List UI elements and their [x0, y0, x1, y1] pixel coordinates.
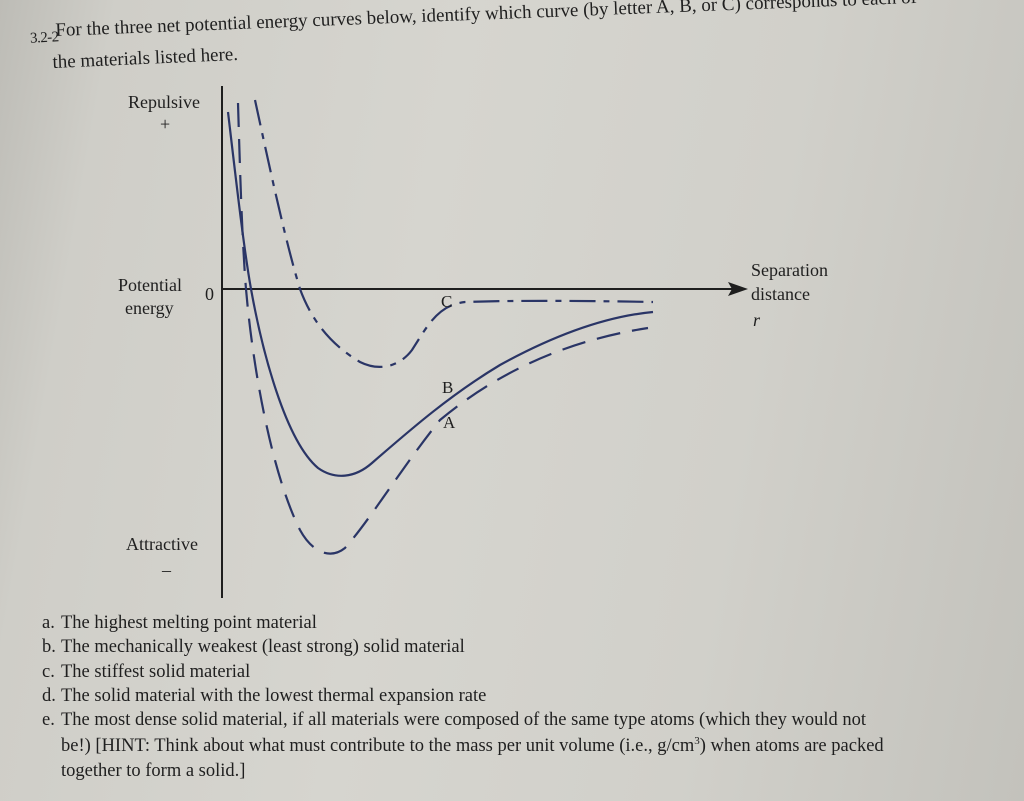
- item-d: d. The solid material with the lowest the…: [42, 686, 486, 707]
- item-text: The highest melting point material: [61, 613, 317, 633]
- item-marker: d.: [42, 686, 56, 706]
- item-marker: b.: [42, 637, 56, 657]
- item-marker: a.: [42, 613, 55, 633]
- attractive-label: Attractive: [126, 534, 198, 554]
- item-text: The solid material with the lowest therm…: [61, 686, 487, 706]
- distance-label: distance: [751, 284, 810, 304]
- curve-c: [253, 99, 654, 368]
- curve-a: [236, 102, 649, 555]
- energy-label: energy: [125, 298, 174, 318]
- repulsive-label: Repulsive: [128, 92, 200, 112]
- item-e-line-3: together to form a solid.]: [61, 761, 245, 782]
- item-a: a. The highest melting point material: [42, 613, 317, 634]
- curve-b: [226, 111, 654, 477]
- item-e: e. The most dense solid material, if all …: [42, 710, 866, 731]
- curve-a-label: A: [443, 413, 456, 432]
- item-text: The mechanically weakest (least strong) …: [61, 637, 465, 657]
- curve-b-label: B: [442, 378, 454, 397]
- item-text-line-1: The most dense solid material, if all ma…: [61, 710, 867, 730]
- item-marker: e.: [42, 710, 55, 730]
- zero-label: 0: [205, 284, 214, 304]
- separation-label: Separation: [751, 260, 828, 280]
- potential-label: Potential: [118, 275, 182, 295]
- r-symbol: r: [753, 310, 761, 330]
- attractive-sign: –: [162, 560, 171, 580]
- curve-c-label: C: [441, 292, 453, 311]
- item-text: The stiffest solid material: [61, 662, 251, 682]
- item-text-line-3: together to form a solid.]: [61, 761, 246, 781]
- item-marker: c.: [42, 662, 55, 682]
- item-c: c. The stiffest solid material: [42, 662, 250, 683]
- item-b: b. The mechanically weakest (least strong…: [42, 637, 465, 658]
- item-e-line-2: be!) [HINT: Think about what must contri…: [61, 735, 884, 757]
- superscript-3: 3: [694, 735, 700, 747]
- item-text-line-2: be!) [HINT: Think about what must contri…: [61, 736, 695, 757]
- item-text-line-2-end: ) when atoms are packed: [699, 736, 884, 757]
- repulsive-sign: +: [160, 114, 171, 134]
- x-axis-arrowhead-icon: [728, 282, 748, 296]
